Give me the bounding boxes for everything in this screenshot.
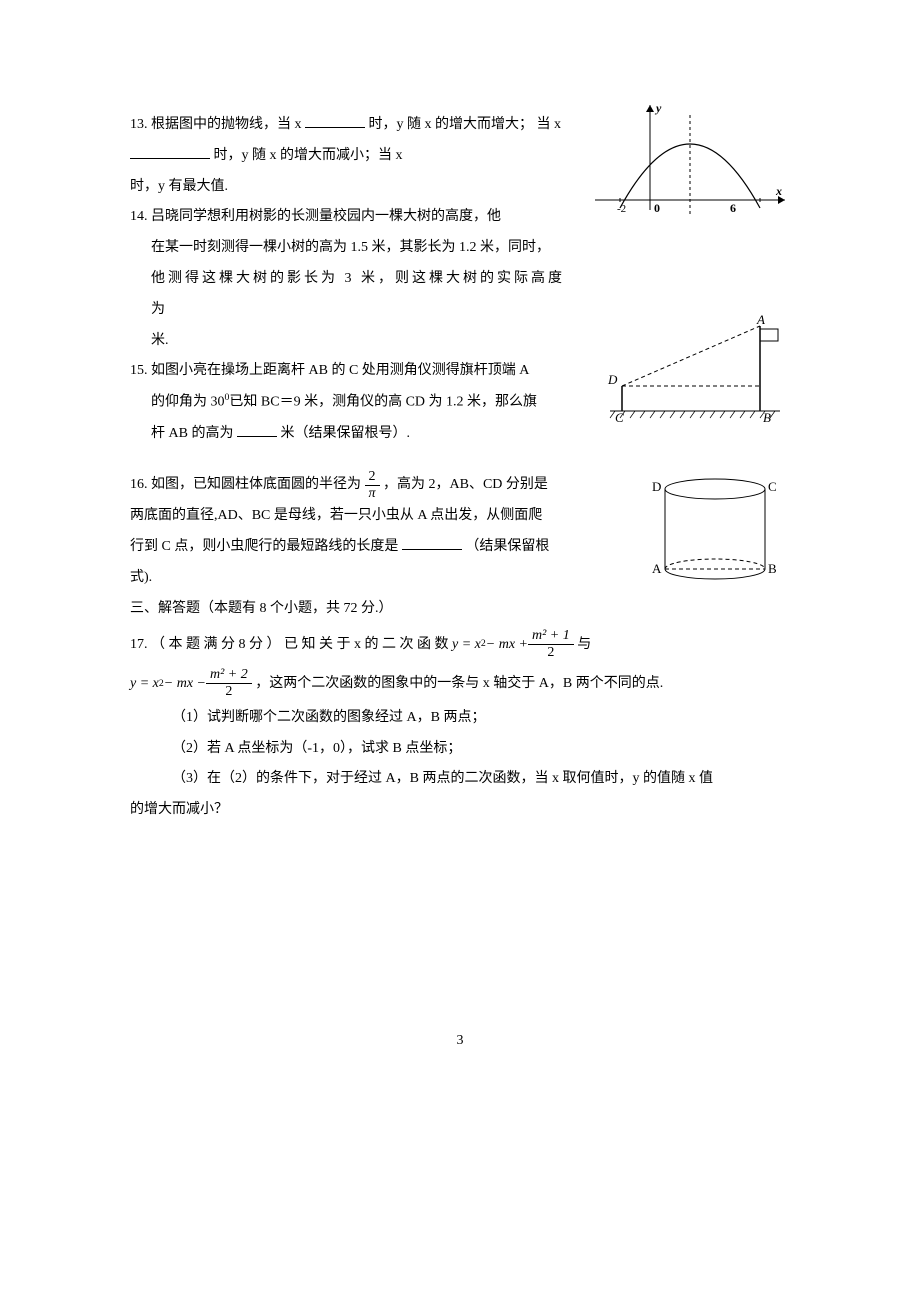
page-number: 3 [130,1026,790,1057]
q17-eq1-den: 2 [528,645,574,660]
q15-line3b: 米（结果保留根号）. [280,426,410,441]
label-A: A [652,561,662,576]
q17-eq1-num: m² + 1 [532,628,570,643]
q13-blank-1 [305,111,365,128]
flagpole-elevation-icon: A B C D [600,316,790,426]
q16-blank [402,533,462,550]
q15-line2a: 的仰角为 30 [151,395,225,410]
q17-sub3b: 的增大而减小？ [130,795,790,826]
q16-figure: A B C D [640,469,790,602]
q17-eq2-mx: − mx − [164,664,206,703]
label-A: A [756,312,765,327]
q16-frac-num: 2 [365,469,380,485]
q16-line3: 行到 C 点，则小虫爬行的最短路线的长度是 （结果保留根 [130,532,610,563]
q17-eq1: y = x2 − mx + m² + 1 2 [452,625,574,664]
x-axis-label: x [775,184,782,198]
q16-line3a: 行到 C 点，则小虫爬行的最短路线的长度是 [130,539,398,554]
q16-frac: 2 π [365,469,380,501]
q17-sub2: （2）若 A 点坐标为（-1，0），试求 B 点坐标； [130,734,790,765]
label-B: B [768,561,777,576]
q17-line1: 17. （ 本 题 满 分 8 分 ） 已 知 关 于 x 的 二 次 函 数 … [130,625,790,664]
q16-line2: 两底面的直径,AD、BC 是母线，若一只小虫从 A 点出发，从侧面爬 [130,501,610,532]
q16-line1b: ，高为 2，AB、CD 分别是 [383,478,548,493]
q17-eq1-pre: y = x [452,625,481,664]
q14-line2: 在某一时刻测得一棵小树的高为 1.5 米，其影长为 1.2 米，同时， [130,233,580,264]
section-3-header: 三、解答题（本题有 8 个小题，共 72 分.） [130,594,790,625]
y-axis-label: y [654,101,662,115]
q14-line3: 他测得这棵大树的影长为 3 米，则这棵大树的实际高度为 [130,264,580,326]
q15-line3a: 杆 AB 的高为 [151,426,233,441]
label-B: B [763,410,771,425]
q15-line1: 15. 如图小亮在操场上距离杆 AB 的 C 处用测角仪测得旗杆顶端 A [130,356,580,387]
q13-blank-2 [130,142,210,159]
q16-line3b: （结果保留根 [465,539,549,554]
q17-eq1-tail: 与 [577,637,591,652]
label-D: D [652,479,661,494]
q15-figure: A B C D [600,316,790,439]
q17-line2: y = x2 − mx − m² + 2 2 ，这两个二次函数的图象中的一条与 … [130,664,790,703]
question-16: 16. 如图，已知圆柱体底面圆的半径为 2 π ，高为 2，AB、CD 分别是 … [130,469,790,593]
q15-line2: 的仰角为 300已知 BC＝9 米，测角仪的高 CD 为 1.2 米，那么旗 [130,387,580,418]
q16-line1: 16. 如图，已知圆柱体底面圆的半径为 2 π ，高为 2，AB、CD 分别是 [130,469,610,501]
q17-eq2-pre: y = x [130,664,159,703]
q13-text-d: 时，y 有最大值. [130,172,580,203]
q16-line4: 式). [130,563,610,594]
q17-label: 17. （ 本 题 满 分 8 分 ） 已 知 关 于 x 的 二 次 函 数 [130,637,452,652]
question-13: 13. 根据图中的抛物线，当 x 时，y 随 x 的增大而增大； 当 x 时，y… [130,110,790,202]
q15-line2b: 已知 BC＝9 米，测角仪的高 CD 为 1.2 米，那么旗 [229,395,537,410]
q17-eq2-den: 2 [206,684,252,699]
cylinder-icon: A B C D [640,469,790,589]
q17-eq2-num: m² + 2 [210,667,248,682]
q17-eq2: y = x2 − mx − m² + 2 2 [130,664,252,703]
q13-text: 13. 根据图中的抛物线，当 x 时，y 随 x 的增大而增大； 当 x 时，y… [130,110,580,172]
q14-line4: 米. [130,326,580,357]
q13-text-c: 时，y 随 x 的增大而减小；当 x [214,148,403,163]
q16-line1a: 16. 如图，已知圆柱体底面圆的半径为 [130,478,361,493]
label-C: C [768,479,777,494]
q17-sub1: （1）试判断哪个二次函数的图象经过 A，B 两点； [130,703,790,734]
q15-line3: 杆 AB 的高为 米（结果保留根号）. [130,419,580,450]
label-D: D [607,372,618,387]
q15-blank [237,420,277,437]
label-C: C [615,410,624,425]
q17-eq1-mx: − mx + [486,625,528,664]
q16-frac-den: π [365,486,380,501]
question-17: 17. （ 本 题 满 分 8 分 ） 已 知 关 于 x 的 二 次 函 数 … [130,625,790,827]
q13-text-b: 时，y 随 x 的增大而增大； 当 x [369,117,562,132]
q13-text-a: 13. 根据图中的抛物线，当 x [130,117,305,132]
section-3-title: 三、解答题（本题有 8 个小题，共 72 分.） [130,594,790,625]
q17-eq2-tail: ，这两个二次函数的图象中的一条与 x 轴交于 A，B 两个不同的点. [255,676,663,691]
q14-line1: 14. 吕晓同学想利用树影的长测量校园内一棵大树的高度，他 [130,202,580,233]
question-15: 15. 如图小亮在操场上距离杆 AB 的 C 处用测角仪测得旗杆顶端 A 的仰角… [130,356,790,449]
q17-sub3: （3）在（2）的条件下，对于经过 A，B 两点的二次函数，当 x 取何值时，y … [130,764,790,795]
